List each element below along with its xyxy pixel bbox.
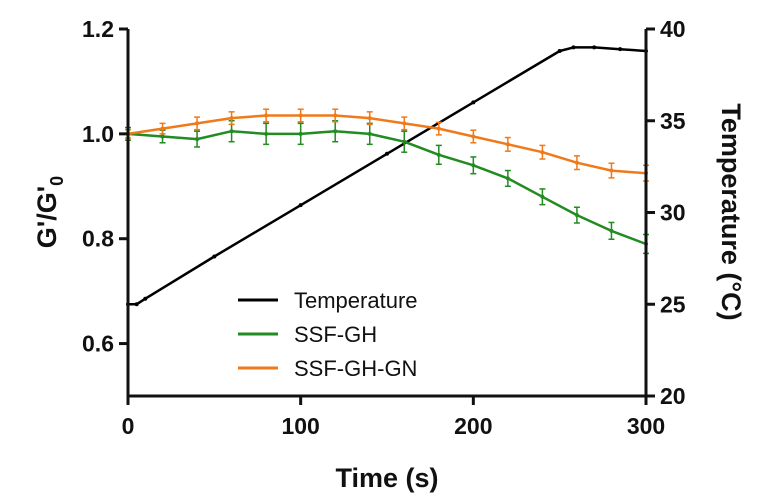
y-right-tick-label: 40 — [660, 16, 686, 42]
point-temperature — [385, 151, 389, 156]
point-ssf-gh-gn — [195, 121, 200, 126]
legend-label-temperature: Temperature — [294, 288, 418, 313]
series-ssf-gh-gn — [125, 108, 649, 182]
y-right-tick-label: 30 — [660, 200, 686, 226]
y-left-tick-label: 0.6 — [82, 331, 114, 357]
point-ssf-gh-gn — [609, 168, 614, 173]
point-ssf-gh — [195, 137, 200, 142]
point-temperature — [592, 45, 597, 50]
point-ssf-gh — [574, 213, 579, 218]
x-tick-label: 0 — [122, 413, 135, 439]
series-temperature — [126, 45, 648, 307]
point-temperature — [134, 302, 139, 307]
point-ssf-gh-gn — [298, 113, 303, 118]
point-ssf-gh-gn — [540, 150, 545, 155]
y-right-tick-label: 35 — [660, 108, 686, 134]
y-right-tick-label: 25 — [660, 291, 686, 317]
axis-ticks: 0 100 200 300 0.6 0.8 1.0 1.2 20 25 30 35 40 — [82, 16, 686, 439]
y-left-tick-label: 0.8 — [82, 226, 114, 252]
point-ssf-gh — [505, 176, 510, 181]
legend-label-ssf-gh-gn: SSF-GH-GN — [294, 356, 417, 381]
plot-area — [125, 45, 649, 307]
y-left-axis-title-sub: 0 — [47, 176, 67, 186]
point-temperature — [298, 203, 303, 208]
point-ssf-gh-gn — [367, 116, 372, 121]
legend-label-ssf-gh: SSF-GH — [294, 322, 377, 347]
point-ssf-gh-gn — [333, 113, 338, 118]
point-ssf-gh — [264, 131, 269, 136]
y-right-axis-title: Temperature (°C) — [716, 103, 746, 320]
point-ssf-gh-gn — [229, 116, 234, 121]
point-ssf-gh — [229, 129, 234, 134]
point-ssf-gh-gn — [264, 113, 269, 118]
point-ssf-gh — [402, 139, 407, 144]
line-ssf-gh-gn — [127, 114, 647, 175]
point-ssf-gh — [333, 129, 338, 134]
point-ssf-gh-gn — [402, 121, 407, 126]
y-left-tick-label: 1.0 — [82, 121, 114, 147]
y-left-axis-title-main: G'/G' — [32, 186, 62, 248]
point-temperature — [571, 45, 576, 50]
point-ssf-gh — [367, 131, 372, 136]
y-left-tick-label: 1.2 — [82, 16, 114, 42]
point-ssf-gh-gn — [436, 126, 441, 131]
point-ssf-gh — [540, 194, 545, 199]
point-temperature — [618, 47, 623, 52]
y-right-tick-label: 20 — [660, 383, 686, 409]
point-ssf-gh — [160, 134, 165, 139]
point-ssf-gh-gn — [160, 126, 165, 131]
point-temperature — [471, 100, 476, 105]
legend: Temperature SSF-GH SSF-GH-GN — [238, 288, 418, 381]
x-axis-title: Time (s) — [335, 463, 438, 493]
point-ssf-gh — [471, 163, 476, 168]
point-temperature — [143, 296, 148, 301]
series-ssf-gh — [125, 120, 649, 255]
x-tick-label: 300 — [627, 413, 665, 439]
point-ssf-gh — [609, 228, 614, 233]
point-temperature — [212, 254, 217, 259]
line-temperature — [128, 46, 647, 306]
point-temperature — [557, 49, 562, 54]
point-ssf-gh-gn — [471, 134, 476, 139]
line-ssf-gh — [127, 129, 647, 246]
point-ssf-gh — [436, 152, 441, 157]
point-ssf-gh-gn — [505, 142, 510, 147]
x-tick-label: 100 — [281, 413, 319, 439]
point-ssf-gh-gn — [574, 160, 579, 165]
point-ssf-gh — [298, 131, 303, 136]
y-left-axis-title: G'/G'0 — [32, 176, 67, 248]
x-tick-label: 200 — [454, 413, 492, 439]
